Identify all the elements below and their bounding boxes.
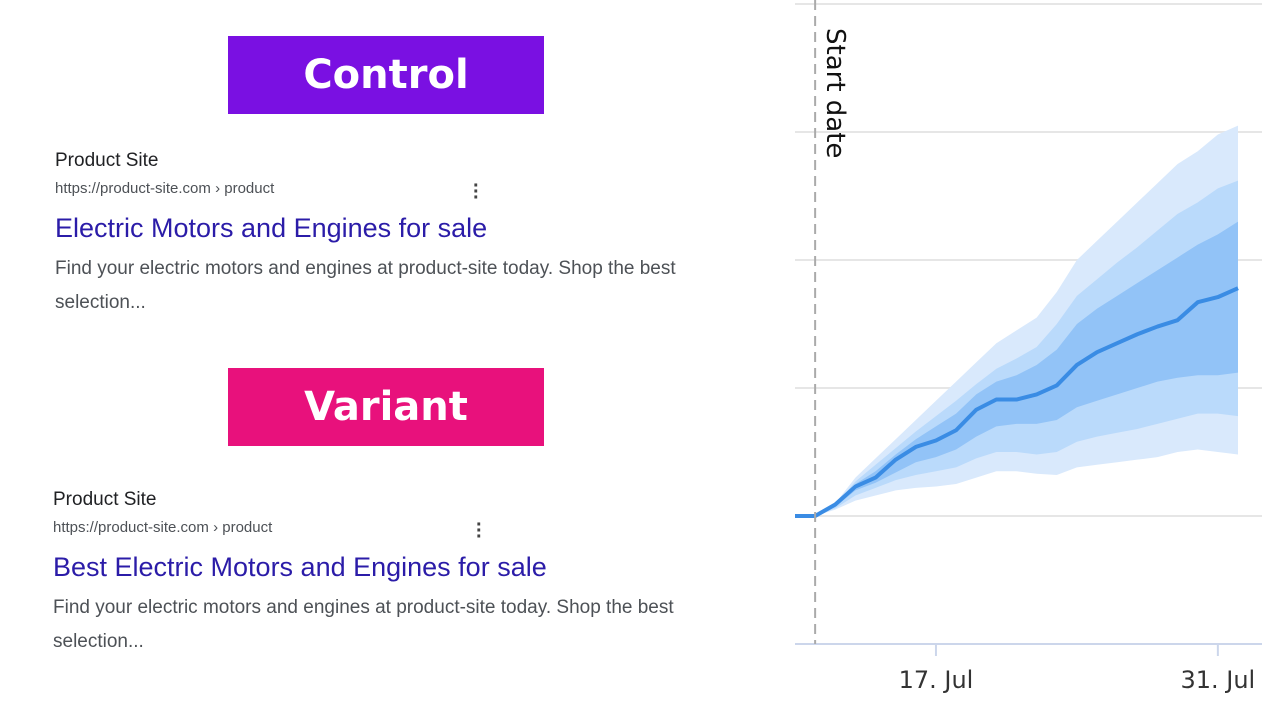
- result-title[interactable]: Best Electric Motors and Engines for sal…: [53, 552, 547, 582]
- snippet: Find your electric motors and engines at…: [53, 597, 674, 652]
- result-title[interactable]: Electric Motors and Engines for sale: [55, 213, 488, 243]
- search-result: Product Site https://product-site.com › …: [53, 489, 733, 659]
- more-menu[interactable]: · · ·: [476, 514, 483, 548]
- line: [795, 286, 1239, 518]
- snippet: Find your electric motors and engines at…: [55, 258, 676, 313]
- variant-badge: Variant: [228, 368, 544, 446]
- site-name: Product Site: [55, 150, 159, 171]
- control-badge: Control: [228, 36, 544, 114]
- url: https://product-site.com › product: [53, 519, 273, 536]
- site-name: Product Site: [53, 489, 157, 510]
- band: [795, 180, 1238, 516]
- more-menu[interactable]: · · ·: [473, 175, 480, 209]
- x-tick-label: 17. Jul: [899, 666, 974, 694]
- x-tick-label: 31. Jul: [1180, 666, 1255, 694]
- band: [795, 221, 1238, 516]
- url: https://product-site.com › product: [55, 180, 275, 197]
- search-result: Product Site https://product-site.com › …: [55, 150, 735, 320]
- annotation: Start date: [820, 28, 850, 158]
